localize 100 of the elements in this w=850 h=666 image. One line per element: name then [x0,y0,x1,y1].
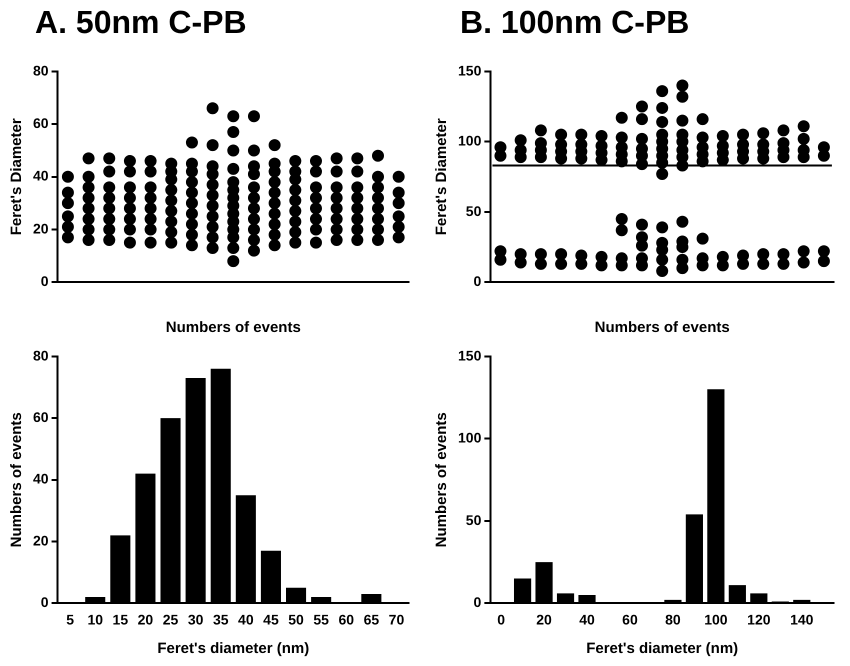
point [268,208,281,220]
y-tick-label: 100 [458,132,482,149]
point [798,120,810,132]
x-tick-label: 10 [87,611,104,628]
point [737,128,750,141]
point [268,176,281,188]
point [144,181,157,194]
point [103,224,116,236]
point [248,181,260,194]
point [144,212,157,225]
point [289,205,302,218]
point [103,152,116,164]
point [289,194,302,207]
point [696,113,709,126]
point [818,255,830,268]
y-axis-title: Feret's Diameter [433,118,450,236]
x-tick-label: 100 [704,611,728,628]
point [575,128,588,141]
x-tick-label: 20 [138,611,154,628]
point [310,212,322,225]
point [351,166,364,178]
point [372,202,384,214]
point [656,116,668,128]
point [310,181,322,194]
point [186,239,198,252]
point [206,231,219,244]
point [798,245,810,258]
point [372,224,384,236]
point [330,166,343,178]
point [636,218,648,231]
point [227,144,240,156]
point [124,166,136,178]
point [227,242,240,254]
point [103,192,116,204]
point [82,181,95,194]
point [656,221,668,234]
point [310,202,322,214]
point [534,124,547,136]
point [144,166,157,178]
point [103,202,116,214]
point [268,228,281,241]
point [186,218,198,230]
point [186,136,198,149]
y-tick-label: 40 [32,168,49,184]
point [696,232,709,245]
x-tick-label: 40 [238,611,254,628]
point [555,248,568,260]
point [82,202,95,214]
point [676,262,688,274]
point [268,218,281,230]
point [206,200,219,212]
point [248,244,260,257]
point [351,212,364,225]
point [392,210,405,222]
y-tick-label: 0 [40,273,49,290]
point [206,189,219,202]
point [372,212,384,225]
y-tick-label: 150 [458,62,482,78]
point [248,234,260,246]
y-axis-title: Feret's Diameter [8,118,26,236]
point [124,192,136,204]
y-tick-label: 50 [466,512,482,528]
point [82,170,95,183]
point [103,166,116,178]
x-tick-label: 40 [579,611,596,628]
point [103,212,116,225]
point [289,216,302,228]
point [227,255,240,268]
x-tick-label: 20 [536,611,552,628]
point [392,186,405,199]
point [62,210,74,222]
point [62,170,74,183]
point [757,258,770,270]
point [351,202,364,214]
point [82,234,95,246]
point [248,110,260,122]
x-axis-title: Numbers of events [594,319,730,336]
point [351,224,364,236]
point [310,166,322,178]
x-tick-label: 65 [364,611,380,628]
x-tick-label: 0 [497,611,506,628]
point [206,102,219,114]
point [656,168,668,180]
point [289,236,302,249]
x-tick-label: 60 [622,611,638,628]
point [206,178,219,191]
x-tick-label: 25 [162,611,179,628]
point [656,85,668,98]
x-tick-label: 120 [747,611,771,628]
point [330,224,343,236]
x-tick-label: 50 [288,611,304,628]
point [62,197,74,210]
point [165,184,178,196]
point [124,202,136,214]
point [777,258,790,270]
x-axis-title: Feret's diameter (nm) [157,640,310,658]
y-axis-title: Numbers of events [433,412,450,548]
point [777,124,790,136]
point [514,256,527,269]
point [676,79,688,92]
